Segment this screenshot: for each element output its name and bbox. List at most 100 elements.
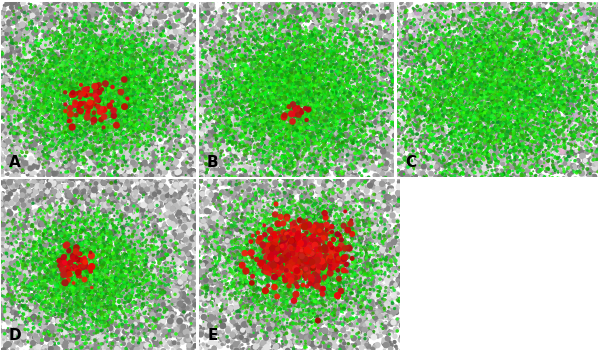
Point	[202, 268, 211, 273]
Point	[20, 276, 29, 282]
Point	[199, 286, 208, 291]
Point	[220, 65, 229, 71]
Point	[379, 16, 389, 22]
Point	[562, 194, 572, 200]
Point	[103, 85, 112, 91]
Point	[365, 317, 374, 322]
Point	[257, 129, 266, 135]
Point	[81, 74, 91, 80]
Point	[523, 32, 533, 38]
Point	[62, 84, 72, 89]
Point	[101, 291, 110, 296]
Point	[419, 62, 429, 68]
Point	[71, 100, 80, 106]
Point	[53, 29, 63, 35]
Point	[52, 199, 61, 205]
Point	[467, 137, 476, 143]
Point	[215, 314, 225, 320]
Point	[107, 191, 117, 197]
Point	[40, 240, 49, 246]
Point	[164, 218, 174, 224]
Point	[262, 92, 272, 98]
Point	[57, 283, 67, 289]
Point	[116, 149, 126, 155]
Point	[99, 229, 109, 235]
Point	[35, 305, 45, 310]
Point	[416, 302, 425, 308]
Point	[287, 167, 296, 172]
Point	[262, 118, 272, 124]
Point	[465, 160, 475, 166]
Point	[328, 95, 338, 100]
Point	[298, 214, 307, 220]
Point	[32, 318, 42, 324]
Point	[453, 217, 463, 223]
Point	[212, 251, 221, 256]
Point	[173, 247, 183, 252]
Point	[50, 288, 60, 294]
Point	[365, 252, 375, 258]
Point	[376, 278, 385, 284]
Point	[160, 169, 170, 174]
Point	[291, 100, 301, 106]
Point	[356, 270, 366, 275]
Point	[50, 208, 60, 214]
Point	[243, 162, 253, 168]
Point	[373, 90, 382, 96]
Point	[141, 61, 151, 67]
Point	[395, 212, 404, 218]
Point	[339, 107, 349, 113]
Point	[241, 104, 250, 110]
Point	[577, 147, 586, 152]
Point	[94, 252, 103, 258]
Point	[245, 176, 254, 182]
Point	[46, 171, 56, 176]
Point	[410, 62, 419, 68]
Point	[91, 258, 101, 264]
Point	[225, 311, 235, 317]
Point	[348, 51, 358, 56]
Point	[22, 146, 32, 151]
Point	[182, 140, 192, 145]
Point	[282, 85, 292, 90]
Point	[253, 301, 262, 307]
Point	[130, 71, 139, 76]
Point	[326, 204, 335, 210]
Point	[108, 80, 118, 86]
Point	[347, 16, 357, 22]
Point	[269, 250, 279, 256]
Point	[549, 94, 559, 99]
Point	[317, 333, 326, 338]
Point	[109, 262, 119, 267]
Point	[339, 136, 349, 142]
Point	[328, 174, 337, 180]
Point	[354, 132, 364, 138]
Point	[223, 41, 233, 47]
Point	[545, 75, 555, 81]
Point	[60, 341, 70, 347]
Point	[136, 97, 145, 103]
Point	[13, 346, 23, 352]
Point	[448, 36, 458, 42]
Point	[84, 75, 94, 81]
Point	[259, 215, 269, 220]
Point	[115, 74, 125, 80]
Point	[97, 35, 106, 41]
Point	[131, 75, 141, 80]
Point	[11, 183, 21, 189]
Point	[293, 119, 303, 125]
Point	[7, 276, 16, 282]
Point	[406, 167, 415, 173]
Point	[374, 139, 383, 145]
Point	[46, 86, 56, 91]
Point	[328, 108, 338, 114]
Point	[524, 101, 534, 106]
Point	[109, 59, 118, 65]
Point	[80, 31, 90, 36]
Point	[14, 105, 23, 111]
Point	[127, 189, 136, 195]
Point	[88, 284, 98, 290]
Point	[142, 37, 152, 42]
Point	[506, 64, 515, 70]
Point	[193, 79, 203, 85]
